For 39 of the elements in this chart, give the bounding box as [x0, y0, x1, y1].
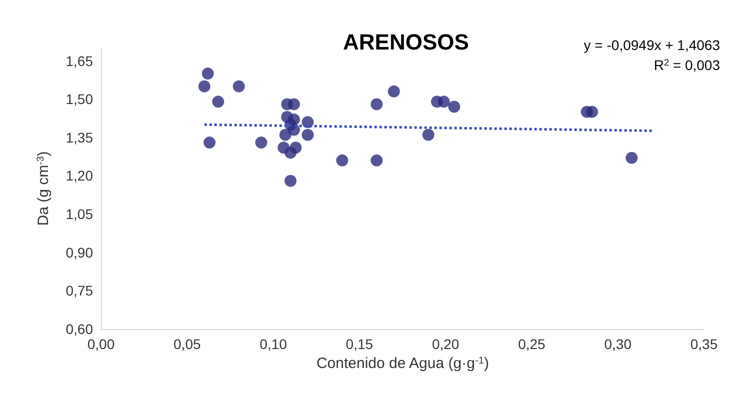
point — [202, 68, 214, 80]
point — [370, 154, 383, 166]
y-tick-label: 0,75 — [66, 282, 94, 299]
y-tick-label: 1,20 — [66, 168, 94, 184]
point — [626, 152, 638, 164]
annotation: y = -0,0949x + 1,4063 — [584, 37, 720, 53]
x-tick-label: 0,30 — [604, 336, 632, 352]
point — [284, 174, 297, 187]
point — [279, 128, 292, 141]
x-tick-label: 0,10 — [260, 336, 288, 352]
x-tick-label: 0,05 — [174, 336, 201, 352]
point — [388, 85, 400, 98]
point — [198, 80, 210, 92]
point — [438, 96, 450, 108]
x-tick-label: 0,20 — [432, 336, 460, 352]
y-tick-label: 1,50 — [66, 91, 94, 108]
y-tick-label: 0,60 — [66, 321, 94, 337]
point — [422, 128, 434, 141]
point — [448, 100, 460, 113]
point — [284, 146, 297, 159]
point — [288, 98, 300, 110]
x-tick-label: 0,25 — [518, 336, 546, 352]
y-tick-label: 1,05 — [66, 206, 94, 222]
x-tick-label: 0,35 — [690, 336, 718, 352]
y-tick-label: 1,35 — [66, 129, 94, 146]
chart-title: ARENOSOS — [343, 30, 469, 54]
point — [302, 128, 314, 141]
point — [586, 106, 598, 118]
y-tick-label: 1,65 — [66, 52, 94, 69]
y-tick-label: 0,90 — [66, 244, 94, 260]
point — [204, 136, 216, 149]
x-tick-label: 0,15 — [346, 336, 374, 352]
point — [232, 80, 245, 92]
x-tick-label: 0,00 — [87, 336, 115, 352]
point — [370, 98, 383, 110]
y-axis-title: Da (g cm-3) — [35, 151, 52, 226]
point — [212, 96, 224, 108]
point — [255, 136, 268, 149]
point — [336, 154, 348, 166]
